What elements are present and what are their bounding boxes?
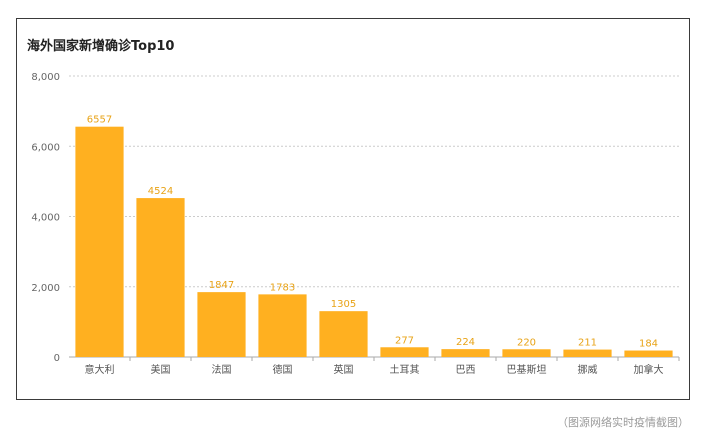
bar-value-label: 4524: [148, 186, 173, 197]
bar: [563, 349, 612, 357]
bar-value-label: 184: [639, 339, 658, 350]
bar-value-label: 1847: [209, 280, 234, 291]
bar: [197, 292, 246, 357]
x-category-label: 美国: [151, 363, 171, 376]
bar-value-label: 277: [395, 335, 414, 346]
y-tick-label: 4,000: [31, 213, 60, 224]
x-category-label: 意大利: [85, 363, 115, 376]
y-tick-label: 2,000: [31, 283, 60, 294]
bar: [75, 126, 124, 358]
bar-value-label: 6557: [87, 115, 112, 126]
bar: [136, 198, 185, 357]
bar-value-label: 1305: [331, 299, 356, 310]
x-category-label: 巴基斯坦: [507, 363, 547, 376]
y-tick-label: 0: [54, 353, 60, 364]
bar-value-label: 224: [456, 337, 475, 348]
bar: [441, 349, 490, 357]
x-category-label: 法国: [212, 363, 232, 376]
image-source-caption: （图源网络实时疫情截图）: [557, 416, 689, 429]
bar-value-label: 1783: [270, 282, 295, 293]
bar: [319, 311, 368, 357]
bar-value-label: 220: [517, 337, 536, 348]
bar-value-label: 211: [578, 338, 597, 349]
y-tick-label: 8,000: [31, 72, 60, 83]
x-category-label: 加拿大: [634, 363, 664, 376]
x-category-label: 巴西: [456, 364, 476, 376]
x-category-label: 挪威: [578, 363, 598, 376]
bar-chart: 0 2,000 4,000 6,000 8,000 6557 意大利 4524 美国 1847 法国…: [31, 72, 680, 376]
x-category-label: 土耳其: [390, 363, 420, 376]
chart-title: 海外国家新增确诊Top10: [27, 39, 175, 54]
bar: [624, 350, 673, 357]
y-tick-label: 6,000: [31, 142, 60, 153]
x-category-label: 英国: [334, 363, 354, 376]
x-category-label: 德国: [273, 363, 293, 376]
bar: [258, 294, 307, 357]
bar: [380, 347, 429, 357]
chart-frame: 海外国家新增确诊Top10 0 2,000 4,000 6,000 8,000 6557 意…: [16, 18, 690, 400]
bar: [502, 349, 551, 357]
